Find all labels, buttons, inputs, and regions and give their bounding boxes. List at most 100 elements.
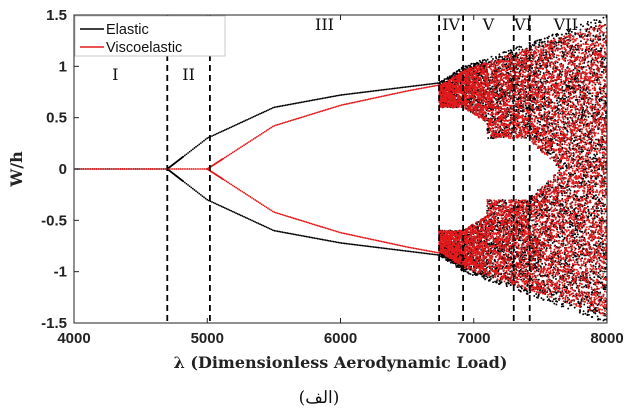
data-point <box>398 249 401 252</box>
data-point <box>329 96 332 98</box>
data-point <box>395 248 397 251</box>
data-point <box>235 212 237 215</box>
data-point <box>512 102 515 105</box>
data-point <box>551 186 554 189</box>
data-point <box>420 84 423 86</box>
data-point <box>211 201 213 203</box>
data-point <box>388 248 391 250</box>
data-point <box>371 90 373 93</box>
data-point <box>415 251 418 254</box>
data-point <box>542 192 545 195</box>
data-point <box>379 89 381 92</box>
data-point <box>549 152 552 155</box>
data-point <box>540 38 543 41</box>
data-point <box>279 230 282 233</box>
data-point <box>505 282 508 285</box>
data-point <box>552 298 555 301</box>
data-point <box>486 58 489 61</box>
data-point <box>343 242 346 245</box>
data-point <box>263 110 266 113</box>
data-point <box>260 112 263 114</box>
data-point <box>321 238 324 241</box>
data-point <box>271 106 274 109</box>
data-point <box>519 272 522 275</box>
data-point <box>281 231 284 234</box>
data-point <box>244 119 247 122</box>
data-point <box>215 203 218 206</box>
data-point <box>556 102 559 105</box>
data-point <box>279 105 282 108</box>
data-point <box>310 236 313 239</box>
data-point <box>530 236 533 239</box>
data-point <box>233 211 236 214</box>
data-point <box>555 139 557 141</box>
data-point <box>488 270 491 273</box>
data-point <box>526 270 529 272</box>
data-point <box>477 226 480 229</box>
data-point <box>215 132 218 135</box>
data-point <box>187 184 189 186</box>
data-point <box>377 246 380 249</box>
data-point <box>557 33 560 36</box>
data-point <box>300 101 303 104</box>
data-point <box>404 250 407 252</box>
data-point <box>537 260 540 263</box>
data-point <box>390 248 393 251</box>
data-point <box>540 297 543 300</box>
data-points <box>74 15 607 322</box>
data-point <box>315 237 317 240</box>
data-point <box>311 99 314 102</box>
data-point <box>339 241 341 244</box>
data-point <box>544 108 547 111</box>
data-point <box>267 109 269 112</box>
data-point <box>223 129 226 131</box>
data-point <box>367 90 370 93</box>
data-point <box>316 98 319 101</box>
data-point <box>372 90 375 92</box>
data-point <box>287 103 290 106</box>
data-point <box>220 205 223 208</box>
data-point <box>548 35 550 38</box>
data-point <box>241 215 244 217</box>
data-point <box>199 193 202 196</box>
data-point <box>270 228 273 231</box>
data-point <box>423 83 426 86</box>
data-point <box>554 275 557 278</box>
data-point <box>551 133 554 135</box>
data-point <box>350 243 353 246</box>
data-point <box>302 235 305 237</box>
data-point <box>308 236 311 239</box>
data-point <box>323 97 325 100</box>
data-point <box>211 135 213 137</box>
data-point <box>470 98 473 101</box>
data-point <box>286 232 289 234</box>
data-point <box>289 232 292 235</box>
data-point <box>419 84 421 87</box>
data-point <box>517 199 520 202</box>
data-point <box>436 253 439 256</box>
data-point <box>558 236 561 239</box>
data-point <box>263 225 266 228</box>
data-point <box>454 263 457 266</box>
data-point <box>464 270 467 273</box>
data-point <box>508 282 510 285</box>
data-point <box>417 84 420 87</box>
data-point <box>214 133 217 136</box>
data-point <box>535 261 538 264</box>
data-point <box>409 250 412 253</box>
data-point <box>411 250 413 253</box>
data-point <box>375 89 378 92</box>
data-point <box>503 51 506 54</box>
data-point <box>439 80 442 83</box>
data-point <box>431 82 434 85</box>
data-point <box>191 187 194 190</box>
data-point <box>313 237 316 239</box>
data-point <box>351 92 354 95</box>
data-point <box>494 260 497 263</box>
data-point <box>474 63 477 66</box>
data-point <box>311 236 314 239</box>
data-point <box>350 92 353 95</box>
data-point <box>554 297 557 300</box>
data-point <box>551 242 554 244</box>
data-point <box>315 98 317 101</box>
